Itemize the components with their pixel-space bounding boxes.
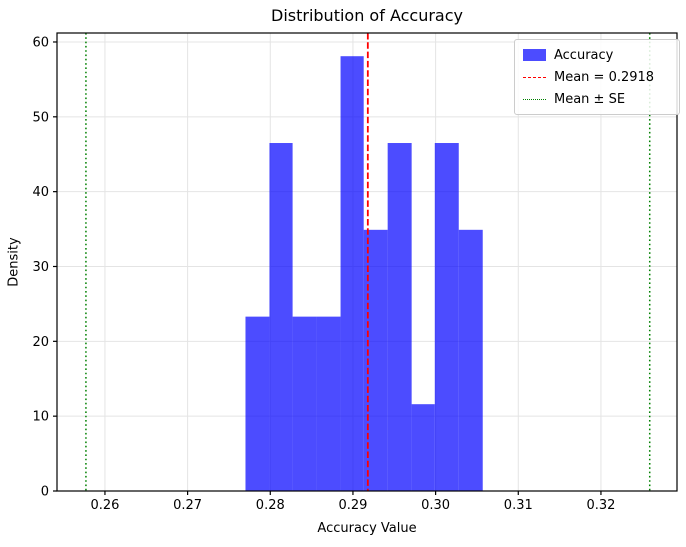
legend-swatch-mean-dashed-line <box>523 76 546 78</box>
y-tick-label: 60 <box>32 35 49 50</box>
x-tick-label: 0.28 <box>256 498 285 513</box>
y-tick-label: 30 <box>32 260 49 275</box>
histogram-bar <box>292 316 317 491</box>
histogram-bar <box>458 229 483 492</box>
x-tick-label: 0.30 <box>421 498 450 513</box>
legend-swatch-accuracy <box>523 49 546 61</box>
histogram-bar <box>434 143 459 491</box>
legend-item-accuracy: Accuracy <box>523 46 669 64</box>
histogram-bar <box>340 56 364 492</box>
legend-swatch-se-dotted-line <box>523 98 546 100</box>
histogram-bar <box>245 316 270 491</box>
histogram-bar <box>316 316 341 491</box>
x-tick-label: 0.31 <box>504 498 533 513</box>
x-axis-label: Accuracy Value <box>317 521 417 536</box>
axes-spines <box>56 32 678 492</box>
y-tick-label: 10 <box>32 410 49 425</box>
y-tick-label: 40 <box>32 185 49 200</box>
x-tick-label: 0.29 <box>338 498 367 513</box>
legend: Accuracy Mean = 0.2918 Mean ± SE <box>514 39 680 115</box>
histogram-bar <box>269 143 293 491</box>
histogram-bar <box>363 229 388 492</box>
y-axis-label: Density <box>6 237 22 287</box>
x-tick-label: 0.27 <box>173 498 202 513</box>
legend-item-mean: Mean = 0.2918 <box>523 68 669 86</box>
legend-label: Mean ± SE <box>554 91 626 107</box>
histogram-bar <box>411 404 435 491</box>
legend-label: Accuracy <box>554 47 614 63</box>
y-tick-label: 20 <box>32 335 49 350</box>
x-tick-label: 0.32 <box>586 498 615 513</box>
chart-title: Distribution of Accuracy <box>271 6 463 25</box>
legend-label: Mean = 0.2918 <box>554 69 655 85</box>
y-tick-label: 0 <box>41 485 49 500</box>
x-tick-label: 0.26 <box>90 498 119 513</box>
y-tick-label: 50 <box>32 110 49 125</box>
legend-item-mean-se: Mean ± SE <box>523 90 669 108</box>
histogram-bar <box>387 143 412 491</box>
